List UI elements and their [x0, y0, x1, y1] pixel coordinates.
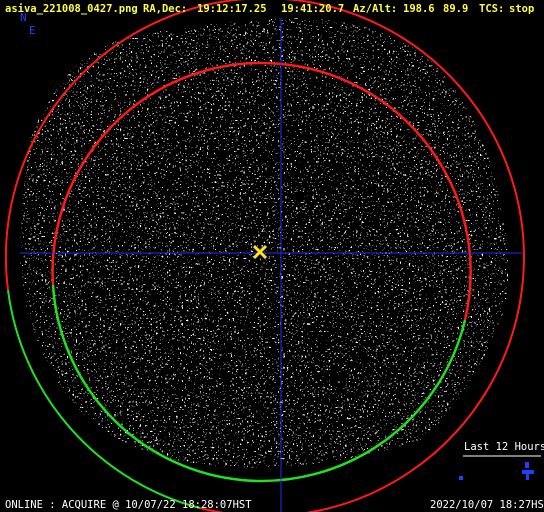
outer-circle-red [4, 0, 525, 512]
azalt-label: Az/Alt: [353, 3, 397, 15]
outer-circle-green [7, 289, 201, 509]
inner-circle-red [51, 61, 472, 321]
legend-label: Last 12 Hours [464, 441, 544, 453]
ra-value: 19:12:17.25 [197, 3, 267, 15]
dec-value: 19:41:20.7 [281, 3, 344, 15]
tcs-label: TCS: [479, 3, 504, 15]
az-value: 198.6 [403, 3, 435, 15]
filename: asiva_221008_0427.png [5, 3, 138, 15]
inner-circle-green [51, 284, 467, 483]
status-line: ONLINE : ACQUIRE @ 10/07/22 18:28:07HST [5, 499, 252, 511]
compass-east: E [29, 24, 36, 37]
timestamp: 2022/10/07 18:27HST [430, 499, 544, 511]
radec-label: RA,Dec: [143, 3, 187, 15]
compass-north: N [20, 11, 27, 24]
tcs-value: stop [509, 3, 534, 15]
target-marker [252, 244, 268, 260]
alt-value: 89.9 [443, 3, 468, 15]
legend-icon [459, 462, 534, 480]
